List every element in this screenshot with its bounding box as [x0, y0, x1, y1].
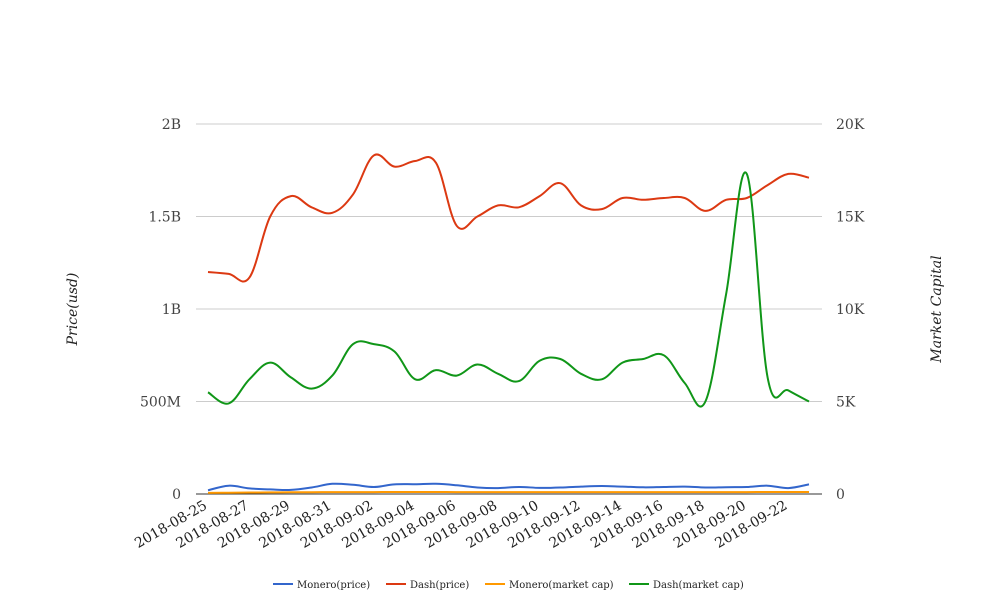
legend-label: Dash(price)	[410, 580, 469, 591]
y2-tick-label: 10K	[836, 302, 865, 318]
x-axis: 2018-08-252018-08-272018-08-292018-08-31…	[132, 498, 790, 552]
y-tick-label: 0	[172, 487, 181, 503]
y2-tick-label: 0	[836, 487, 845, 503]
y-tick-label: 1.5B	[148, 210, 181, 226]
y2-tick-label: 5K	[836, 395, 856, 411]
y-tick-label: 1B	[162, 302, 181, 318]
gridlines	[196, 123, 822, 495]
series-line-dash-price	[207, 153, 810, 283]
y-axis-title: Price(usd)	[65, 273, 81, 347]
series-line-monero-price	[207, 482, 810, 492]
legend: Monero(price) Dash(price) Monero(market ca…	[273, 580, 744, 591]
series-line-dash-market-cap	[207, 171, 810, 408]
series-line-monero-market-cap	[207, 490, 809, 494]
y2-tick-label: 20K	[836, 117, 865, 133]
legend-label: Monero(price)	[297, 580, 370, 591]
legend-label: Monero(market cap)	[509, 580, 614, 591]
y2-tick-label: 15K	[836, 210, 865, 226]
y-tick-label: 500M	[140, 395, 181, 411]
left-y-axis: 0 500M 1B 1.5B 2B	[140, 117, 181, 503]
y2-axis-title: Market Capital	[929, 255, 945, 363]
right-y-axis: 0 5K 10K 15K 20K	[836, 117, 865, 503]
series-lines	[207, 153, 810, 494]
y-tick-label: 2B	[162, 117, 181, 133]
legend-label: Dash(market cap)	[653, 580, 744, 591]
